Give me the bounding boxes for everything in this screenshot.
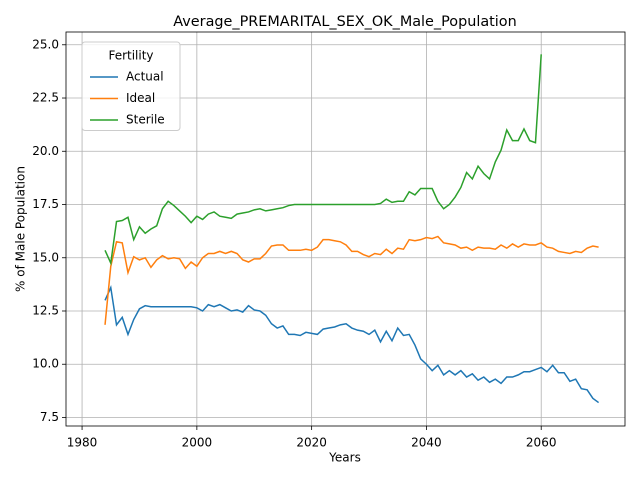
legend-label: Ideal <box>126 91 155 105</box>
x-tick-label: 2040 <box>411 436 442 450</box>
y-tick-label: 22.5 <box>32 91 59 105</box>
y-tick-label: 25.0 <box>32 37 59 51</box>
data-line <box>104 284 600 404</box>
data-line <box>104 54 542 266</box>
y-tick-label: 15.0 <box>32 250 59 264</box>
y-tick-label: 10.0 <box>32 357 59 371</box>
x-tick-label: 2060 <box>526 436 557 450</box>
x-tick-label: 1980 <box>67 436 98 450</box>
legend-label: Actual <box>126 70 164 84</box>
x-axis-label: Years <box>328 451 361 465</box>
y-tick-label: 12.5 <box>32 303 59 317</box>
y-axis-label: % of Male Population <box>14 166 28 292</box>
legend-title: Fertility <box>108 49 153 63</box>
plot-frame <box>65 31 626 427</box>
legend-box <box>81 41 181 131</box>
y-tick-label: 17.5 <box>32 197 59 211</box>
y-tick-label: 7.5 <box>40 410 59 424</box>
x-tick-label: 2020 <box>296 436 327 450</box>
data-line <box>104 235 599 325</box>
chart-title: Average_PREMARITAL_SEX_OK_Male_Populatio… <box>173 14 516 30</box>
legend-label: Sterile <box>126 113 165 127</box>
y-tick-label: 20.0 <box>32 144 59 158</box>
x-tick-label: 2000 <box>182 436 213 450</box>
